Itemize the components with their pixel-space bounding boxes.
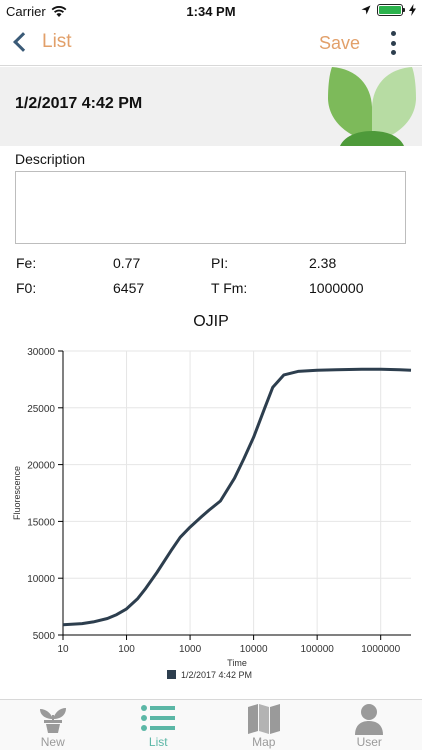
metric-f0-value: 6457 (113, 280, 145, 296)
measurement-date: 1/2/2017 4:42 PM (15, 95, 143, 112)
y-axis-label: Fluorescence (12, 466, 22, 520)
metric-fe-label: Fe: (16, 255, 37, 271)
status-left: Carrier (6, 4, 67, 19)
tab-map-label: Map (252, 735, 276, 749)
tab-new[interactable]: New (0, 700, 106, 750)
battery-icon (377, 4, 405, 16)
user-icon (355, 704, 384, 735)
tab-user-label: User (356, 735, 382, 749)
navigation-bar: List Save (0, 22, 422, 66)
x-axis-label: Time (227, 658, 247, 668)
chart-title: OJIP (193, 313, 229, 330)
charging-bolt-icon (409, 4, 416, 16)
map-icon (247, 704, 280, 734)
status-bar: Carrier 1:34 PM (0, 0, 422, 22)
tab-user[interactable]: User (317, 700, 422, 750)
metric-tfm-label: T Fm: (211, 280, 248, 296)
location-arrow-icon (361, 5, 371, 15)
metric-f0-label: F0: (16, 280, 37, 296)
tab-list-label: List (148, 735, 168, 749)
tab-bar: New List Map User (0, 699, 422, 750)
plant-sprout-logo (328, 67, 416, 146)
carrier-label: Carrier (6, 4, 46, 19)
chevron-left-icon (13, 32, 33, 52)
back-button[interactable]: List (10, 31, 72, 53)
y-tick-label: 5000 (33, 631, 56, 642)
y-tick-label: 25000 (27, 404, 55, 415)
tab-new-label: New (40, 735, 65, 749)
tab-map[interactable]: Map (211, 700, 317, 750)
save-button[interactable]: Save (318, 33, 360, 53)
legend-label: 1/2/2017 4:42 PM (181, 670, 252, 680)
tab-list[interactable]: List (106, 700, 212, 750)
more-options-icon[interactable] (388, 31, 398, 55)
metric-pi-label: PI: (211, 255, 229, 271)
description-input[interactable] (15, 171, 406, 244)
x-tick-label: 10000 (240, 644, 268, 655)
status-time: 1:34 PM (186, 4, 236, 19)
x-tick-label: 1000 (179, 644, 202, 655)
x-tick-label: 100 (118, 644, 135, 655)
metric-pi-value: 2.38 (309, 255, 337, 271)
x-tick-label: 100000 (300, 644, 334, 655)
metric-fe-value: 0.77 (113, 255, 141, 271)
y-tick-label: 15000 (27, 517, 55, 528)
y-tick-label: 20000 (27, 461, 55, 472)
legend-swatch (167, 670, 176, 679)
back-button-label: List (42, 31, 72, 52)
x-tick-label: 10 (57, 644, 69, 655)
y-tick-label: 30000 (27, 347, 55, 358)
status-right (361, 4, 416, 16)
y-tick-label: 10000 (27, 574, 55, 585)
series-line (62, 367, 412, 627)
wifi-icon (51, 5, 67, 17)
plant-pot-icon (39, 708, 66, 733)
description-label: Description (15, 151, 86, 167)
list-icon (141, 705, 176, 731)
ojip-chart: 10 100 1000 10000 100000 1000000 5000 10000 1500… (12, 347, 412, 680)
metric-tfm-value: 1000000 (309, 280, 364, 296)
x-tick-label: 1000000 (361, 644, 400, 655)
measurement-header: 1/2/2017 4:42 PM (0, 67, 422, 146)
